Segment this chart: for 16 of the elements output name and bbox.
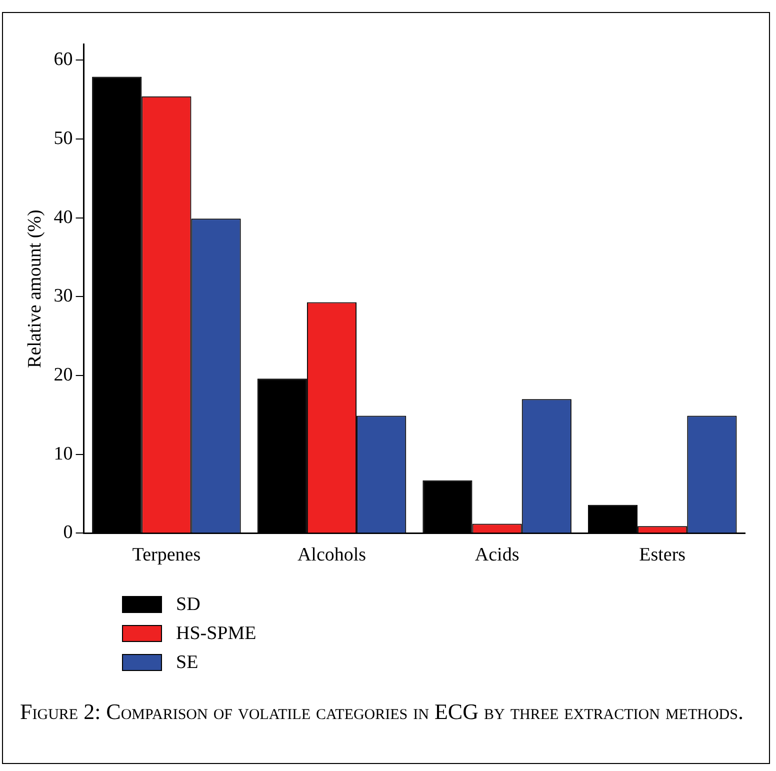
y-tick-label: 0 xyxy=(63,522,73,544)
x-tick-label: Esters xyxy=(639,544,686,566)
y-tick-label: 60 xyxy=(54,49,73,70)
y-tick-label: 30 xyxy=(54,286,73,307)
x-tick-label: Alcohols xyxy=(297,544,366,566)
y-tick-label: 40 xyxy=(54,206,73,228)
y-tick-label: 20 xyxy=(54,364,73,386)
legend-label: SD xyxy=(176,594,200,616)
legend-label: SE xyxy=(176,652,198,674)
legend-label: HS-SPME xyxy=(176,622,256,644)
y-tick-label: 50 xyxy=(54,128,73,149)
y-axis-title: Relative amount (%) xyxy=(24,210,46,368)
x-tick-label: Acids xyxy=(474,544,520,566)
y-tick-label: 10 xyxy=(54,443,73,464)
caption: Figure 2: Comparison of volatile categories in ECG by three extraction methods. xyxy=(20,698,744,726)
x-tick-label: Terpenes xyxy=(132,544,201,566)
